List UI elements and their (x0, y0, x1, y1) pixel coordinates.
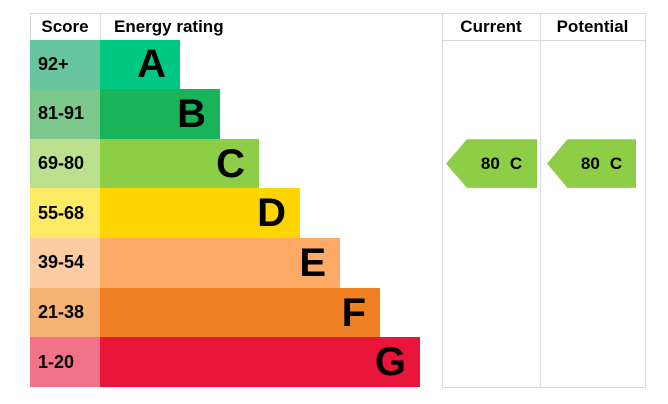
score-column-header: Score (41, 16, 89, 36)
header-left-border (30, 13, 31, 40)
band-bar-d: D (100, 188, 300, 239)
score-range-e: 39-54 (30, 238, 100, 288)
score-rating-divider (100, 13, 101, 40)
band-row-g: 1-20 G (30, 337, 450, 387)
band-row-e: 39-54 E (30, 238, 450, 288)
current-rating-band: C (509, 153, 523, 173)
band-letter-g: G (374, 340, 406, 385)
band-row-d: 55-68 D (30, 188, 450, 239)
band-letter-e: E (299, 240, 326, 285)
score-range-f: 21-38 (30, 287, 100, 338)
table-top-border (30, 13, 645, 14)
band-bar-e: E (100, 238, 340, 288)
current-column-header: Current (460, 16, 522, 36)
table-right-border (645, 13, 646, 388)
band-letter-c: C (216, 141, 245, 186)
band-letter-a: A (137, 42, 166, 87)
band-row-a: 92+ A (30, 39, 450, 90)
score-range-a: 92+ (30, 39, 100, 90)
potential-rating-band: C (609, 153, 623, 173)
potential-column-header: Potential (556, 16, 629, 36)
score-range-d: 55-68 (30, 188, 100, 239)
current-column-left-border (442, 13, 443, 388)
table-bottom-border (442, 387, 645, 388)
band-row-c: 69-80 C (30, 138, 450, 189)
band-letter-d: D (257, 191, 286, 236)
potential-rating-arrow: 80 C (547, 139, 636, 188)
band-bar-c: C (100, 138, 259, 189)
header-bottom-border (442, 39, 645, 41)
energy-rating-column-header: Energy rating (114, 16, 224, 36)
band-letter-f: F (341, 290, 366, 335)
current-rating-score: 80 (480, 153, 500, 173)
band-row-b: 81-91 B (30, 89, 450, 139)
band-letter-b: B (177, 91, 206, 136)
band-bar-f: F (100, 287, 380, 338)
current-rating-arrow: 80 C (446, 139, 537, 188)
score-range-g: 1-20 (30, 337, 100, 387)
score-range-c: 69-80 (30, 138, 100, 189)
current-potential-divider (540, 13, 541, 388)
band-rows: 92+ A 81-91 B 69-80 C 55-68 D 39-54 E 21-38 F 1-20 G (30, 39, 450, 387)
score-range-b: 81-91 (30, 89, 100, 139)
band-row-f: 21-38 F (30, 287, 450, 338)
band-bar-b: B (100, 89, 220, 139)
band-bar-a: A (100, 39, 180, 90)
potential-rating-score: 80 (580, 153, 600, 173)
band-bar-g: G (100, 337, 420, 387)
